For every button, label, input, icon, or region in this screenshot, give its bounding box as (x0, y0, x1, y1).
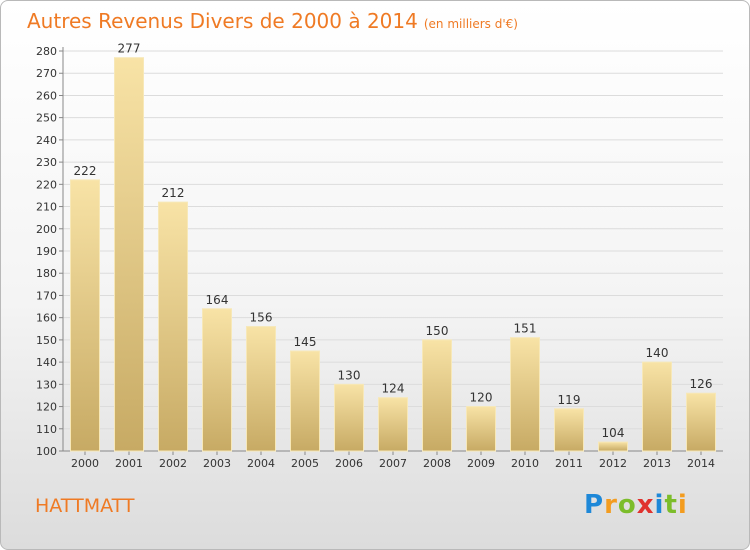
logo-letter: i (677, 490, 688, 520)
location-label: HATTMATT (35, 495, 135, 517)
bar-2012 (598, 441, 628, 452)
data-label-2014: 126 (690, 377, 713, 391)
x-tick-label-2002: 2002 (159, 457, 187, 470)
data-label-2001: 277 (118, 42, 141, 56)
data-label-2006: 130 (338, 368, 361, 382)
logo-letter: r (604, 490, 618, 520)
bar-2011 (554, 408, 584, 452)
x-tick-label-2011: 2011 (555, 457, 583, 470)
x-tick-label-2006: 2006 (335, 457, 363, 470)
bar-2002 (158, 201, 188, 452)
bar-2005 (290, 350, 320, 452)
data-label-2010: 151 (514, 322, 537, 336)
x-tick-label-2001: 2001 (115, 457, 143, 470)
bars (70, 57, 716, 452)
data-label-2009: 120 (470, 391, 493, 405)
y-tick-label: 280 (36, 45, 57, 58)
logo-letter: t (664, 490, 678, 520)
y-tick-label: 230 (36, 156, 57, 169)
bar-2014 (686, 392, 716, 452)
y-tick-label: 260 (36, 89, 57, 102)
data-label-2008: 150 (426, 324, 449, 338)
data-label-2012: 104 (602, 426, 625, 440)
logo-letter: i (654, 490, 665, 520)
bar-2004 (246, 326, 276, 452)
y-tick-label: 250 (36, 112, 57, 125)
data-label-2003: 164 (206, 293, 229, 307)
y-tick-label: 210 (36, 201, 57, 214)
bar-2008 (422, 339, 452, 452)
data-label-2011: 119 (558, 393, 581, 407)
x-tick-label-2005: 2005 (291, 457, 319, 470)
x-tick-label-2004: 2004 (247, 457, 275, 470)
data-label-2004: 156 (250, 311, 273, 325)
labels: 100 110 120 130 140 150 160 170 180 190 200 210 220 2… (36, 42, 715, 470)
x-tick-label-2012: 2012 (599, 457, 627, 470)
x-tick-label-2008: 2008 (423, 457, 451, 470)
data-label-2002: 212 (162, 186, 185, 200)
data-label-2007: 124 (382, 382, 405, 396)
proxiti-logo: Proxiti (584, 490, 688, 520)
logo-letter: P (584, 490, 605, 520)
bar-2003 (202, 308, 232, 452)
bar-2000 (70, 179, 100, 452)
bar-2001 (114, 57, 144, 452)
y-tick-label: 140 (36, 356, 57, 369)
y-tick-label: 130 (36, 378, 57, 391)
y-tick-label: 180 (36, 267, 57, 280)
bar-2010 (510, 337, 540, 452)
y-tick-label: 240 (36, 134, 57, 147)
chart-title: Autres Revenus Divers de 2000 à 2014 (en … (27, 9, 518, 33)
chart-title-text: Autres Revenus Divers de 2000 à 2014 (27, 9, 418, 33)
logo-letter: o (617, 490, 637, 520)
data-label-2005: 145 (294, 335, 317, 349)
x-tick-label-2000: 2000 (71, 457, 99, 470)
chart-subtitle: (en milliers d'€) (423, 17, 518, 31)
y-tick-label: 160 (36, 312, 57, 325)
bar-2013 (642, 361, 672, 452)
y-tick-label: 220 (36, 178, 57, 191)
y-tick-label: 150 (36, 334, 57, 347)
bar-2009 (466, 406, 496, 452)
x-tick-label-2007: 2007 (379, 457, 407, 470)
y-tick-label: 120 (36, 401, 57, 414)
y-tick-label: 200 (36, 223, 57, 236)
data-label-2013: 140 (646, 346, 669, 360)
y-tick-label: 270 (36, 67, 57, 80)
data-label-2000: 222 (74, 164, 97, 178)
y-tick-label: 110 (36, 423, 57, 436)
y-tick-label: 190 (36, 245, 57, 258)
x-tick-label-2010: 2010 (511, 457, 539, 470)
x-tick-label-2003: 2003 (203, 457, 231, 470)
x-tick-label-2014: 2014 (687, 457, 715, 470)
bar-2007 (378, 397, 408, 452)
logo-letter: x (636, 490, 655, 520)
x-tick-label-2013: 2013 (643, 457, 671, 470)
y-tick-label: 100 (36, 445, 57, 458)
y-tick-label: 170 (36, 289, 57, 302)
x-tick-label-2009: 2009 (467, 457, 495, 470)
bar-2006 (334, 383, 364, 452)
